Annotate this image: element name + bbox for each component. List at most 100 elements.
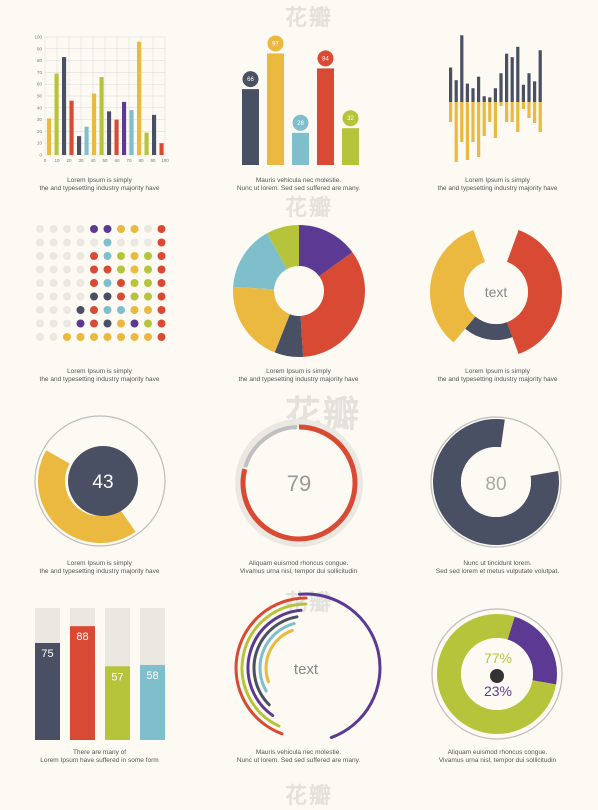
percent-label-secondary: 23% (484, 683, 512, 699)
bar-down (454, 102, 458, 162)
bar-label-bubble (267, 35, 284, 52)
bar (77, 136, 82, 155)
chart-donut-2: text Lorem Ipsum is simply the and typese… (398, 200, 597, 400)
dot (90, 292, 98, 301)
bar-value-label: 57 (111, 671, 123, 683)
caption: Lorem Ipsum is simply the and typesetting… (39, 177, 160, 192)
donut-slice (299, 225, 353, 277)
dot (103, 333, 112, 341)
y-tick-label: 70 (37, 70, 43, 75)
y-tick-label: 10 (37, 141, 43, 146)
bar (122, 101, 127, 155)
dot (63, 279, 71, 287)
chart-ring-77-23: 77% 23% Aliquam euismod rhoncus congue. Vi… (398, 600, 597, 800)
donut-slice (300, 252, 365, 357)
bar-label-bubble (242, 71, 259, 88)
dot (103, 292, 112, 301)
bar-down (460, 102, 464, 142)
dot (103, 225, 112, 233)
x-tick-label: 30 (78, 158, 84, 163)
bar-up (533, 81, 537, 102)
dot (76, 319, 85, 328)
dot (49, 306, 58, 314)
dot (76, 238, 85, 247)
donut-1-svg (233, 225, 365, 357)
dot (157, 292, 166, 301)
dot (36, 238, 44, 247)
donut-2-svg: text (430, 229, 562, 355)
bar (107, 111, 112, 155)
dot (117, 238, 125, 247)
dot (130, 238, 139, 247)
dot (144, 292, 152, 301)
arc (240, 602, 308, 728)
progress-arc (240, 424, 358, 542)
dot (117, 252, 125, 260)
dot (103, 279, 112, 287)
dot (36, 225, 44, 233)
dot (144, 238, 152, 247)
x-tick-label: 90 (150, 158, 156, 163)
dot (63, 225, 71, 233)
arc (252, 615, 299, 707)
dot (103, 252, 112, 260)
bar-up (538, 50, 542, 102)
dot (130, 292, 139, 301)
bar-value-label: 97 (272, 41, 279, 47)
dot (49, 265, 58, 274)
dot (76, 333, 85, 341)
dot (49, 333, 58, 341)
dot (157, 279, 166, 287)
inner-disc (249, 433, 349, 533)
bar-up (454, 80, 458, 102)
bar (140, 664, 165, 740)
donut-slice (233, 286, 290, 353)
bar-down (527, 102, 531, 118)
dot (49, 225, 58, 233)
bar (62, 57, 67, 156)
dot (157, 333, 166, 341)
grouped-bar-svg: 0 10 20 30 40 50 60 70 80 90 100 0 10 20 30 40 50 60 70 80 9… (34, 35, 169, 164)
fill-bars-svg: 75 88 57 58 (35, 608, 165, 740)
center-label: text (294, 661, 319, 678)
bar (54, 73, 59, 155)
dot (103, 265, 112, 274)
arc (246, 608, 303, 718)
bar-value-label: 28 (297, 121, 304, 127)
dot (117, 225, 125, 233)
dot (36, 306, 44, 314)
dot (157, 252, 166, 260)
bar-value-label: 32 (347, 116, 354, 122)
dot (76, 225, 85, 233)
dot (157, 265, 166, 274)
x-tick-label: 100 (161, 158, 169, 163)
bar (137, 41, 142, 155)
y-tick-label: 30 (37, 117, 43, 122)
dot (49, 319, 58, 328)
chart-grouped-bar: 0 10 20 30 40 50 60 70 80 90 100 0 10 20 30 40 50 60 70 80 9… (0, 0, 199, 200)
chart-diverging-bar: Lorem Ipsum is simply the and typesetting… (398, 0, 597, 200)
chart-ring-43: 43 Lorem Ipsum is simply the and typesett… (0, 400, 199, 600)
dot (36, 279, 44, 287)
chart-fill-bars: 75 88 57 58 There are many of Lorem Ipsum ha… (0, 600, 199, 800)
bar-down (505, 102, 509, 122)
progress-arc (37, 450, 136, 543)
dot (157, 238, 166, 247)
bar-value-label: 66 (247, 77, 254, 83)
dot (49, 238, 58, 247)
bar-up (521, 84, 525, 102)
y-tick-label: 60 (37, 82, 43, 87)
bar-value-label: 75 (41, 648, 53, 660)
y-tick-label: 40 (37, 105, 43, 110)
chart-arcs: text Mauris vehicula nec molestie. Nunc u… (199, 592, 398, 800)
chart-dot-matrix: Lorem Ipsum is simply the and typesetting… (0, 200, 199, 400)
value-label: 43 (92, 472, 113, 493)
bar-up (510, 57, 514, 102)
x-tick-label: 0 (44, 158, 47, 163)
dot (144, 225, 152, 233)
ring-77-23-svg: 77% 23% (431, 608, 563, 740)
inner-disc (461, 447, 531, 517)
donut-slice (274, 314, 304, 357)
bar-up (488, 97, 492, 102)
y-tick-label: 50 (37, 94, 43, 99)
